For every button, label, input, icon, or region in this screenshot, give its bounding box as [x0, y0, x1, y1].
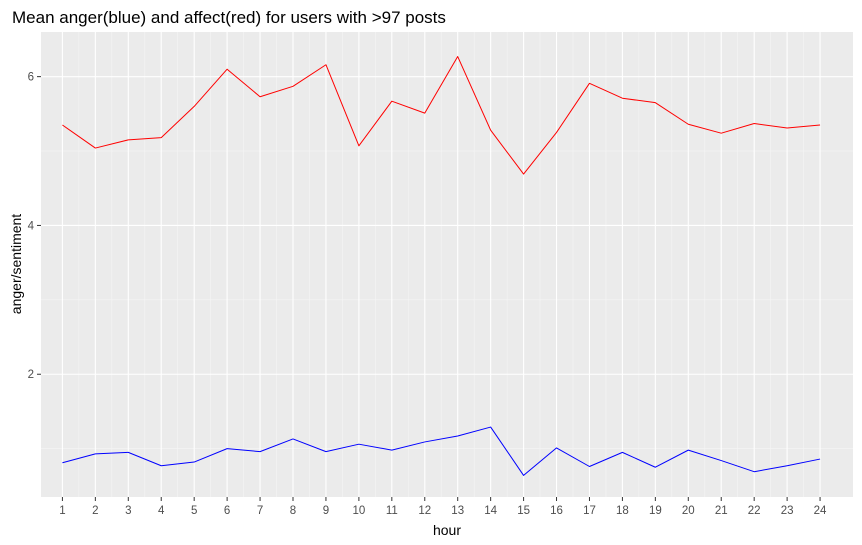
x-tick-label: 18 [616, 505, 629, 517]
x-tick-label: 7 [257, 505, 263, 517]
series-line-1 [62, 56, 821, 175]
x-tick-label: 3 [125, 505, 131, 517]
x-tick-label: 13 [451, 505, 464, 517]
x-tick-label: 6 [224, 505, 230, 517]
x-tick-label: 15 [517, 505, 530, 517]
y-tick-label: 6 [28, 72, 34, 84]
y-tick-label: 2 [28, 369, 34, 381]
series-layer [62, 56, 821, 476]
series-line-2 [62, 426, 821, 476]
x-tick-label: 20 [682, 505, 695, 517]
x-tick-label: 4 [158, 505, 165, 517]
x-tick-label: 10 [352, 505, 365, 517]
x-tick-label: 14 [484, 505, 497, 517]
x-tick-label: 17 [583, 505, 596, 517]
x-tick-label: 11 [386, 505, 398, 517]
x-tick-label: 1 [59, 505, 65, 517]
x-tick-label: 21 [715, 505, 728, 517]
x-tick-label: 5 [191, 505, 197, 517]
x-tick-label: 16 [550, 505, 563, 517]
x-tick-label: 24 [814, 505, 827, 517]
plot-panel [41, 32, 853, 497]
x-tick-label: 23 [781, 505, 794, 517]
major-grid [41, 32, 853, 497]
x-tick-label: 22 [748, 505, 761, 517]
x-tick-label: 12 [418, 505, 431, 517]
x-tick-label: 9 [323, 505, 329, 517]
x-axis: 1 2 3 4 5 6 7 8 9 10 11 12 13 14 15 16 17 18 19 20 21 22 23 24 [59, 497, 827, 517]
chart-title: Mean anger(blue) and affect(red) for use… [12, 8, 446, 27]
y-axis: 2 4 6 [28, 72, 41, 381]
y-tick-label: 4 [28, 220, 35, 232]
x-tick-label: 19 [649, 505, 662, 517]
y-axis-title: anger/sentiment [8, 214, 24, 315]
x-axis-title: hour [433, 522, 461, 538]
x-tick-label: 8 [290, 505, 296, 517]
x-tick-label: 2 [92, 505, 98, 517]
minor-grid [41, 32, 853, 497]
